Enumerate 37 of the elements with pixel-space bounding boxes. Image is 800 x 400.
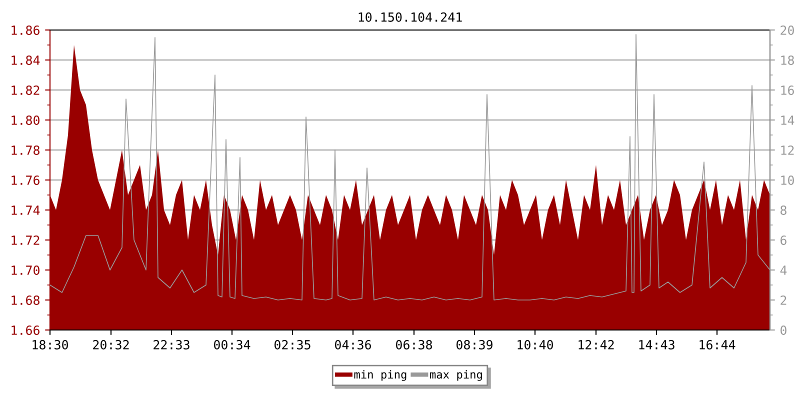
y2-tick-label: 10 — [781, 176, 794, 185]
x-tick-label: 14:43 — [639, 340, 674, 350]
y2-tick-label: 8 — [780, 206, 786, 215]
y-tick-label: 1.86 — [12, 26, 40, 35]
y-tick-label: 1.72 — [12, 236, 40, 245]
y-tick-label: 1.80 — [12, 116, 40, 125]
y2-tick-label: 16 — [781, 86, 794, 95]
y2-tick-label: 18 — [781, 56, 794, 65]
x-tick-label: 04:36 — [335, 340, 372, 350]
x-tick-label: 22:33 — [154, 340, 190, 350]
x-tick-label: 06:38 — [396, 340, 432, 350]
y2-tick-label: 4 — [780, 266, 787, 275]
y2-tick-label: 0 — [780, 326, 786, 335]
x-tick-label: 12:42 — [578, 340, 614, 350]
y2-tick-label: 14 — [781, 116, 794, 125]
chart-title: 10.150.104.241 — [358, 12, 462, 22]
y2-tick-label: 6 — [780, 236, 786, 245]
x-tick-label: 00:34 — [214, 340, 250, 350]
x-tick-label: 16:44 — [700, 340, 736, 350]
y2-tick-label: 12 — [781, 146, 794, 155]
y-tick-label: 1.74 — [12, 206, 40, 215]
legend-label: min ping — [354, 370, 406, 381]
y-tick-label: 1.76 — [12, 176, 40, 185]
x-tick-label: 02:35 — [274, 340, 310, 350]
x-tick-label: 10:40 — [518, 340, 554, 350]
y2-tick-label: 20 — [780, 26, 794, 35]
x-tick-label: 18:30 — [32, 340, 68, 350]
y-tick-label: 1.78 — [12, 146, 40, 155]
y-tick-label: 1.66 — [12, 326, 40, 335]
y2-tick-label: 2 — [780, 296, 786, 305]
x-tick-label: 08:39 — [456, 340, 492, 350]
y-tick-label: 1.82 — [12, 86, 40, 95]
y-tick-label: 1.68 — [12, 296, 40, 305]
y-tick-label: 1.70 — [12, 266, 40, 275]
legend-label: max ping — [430, 370, 482, 381]
x-tick-label: 20:32 — [93, 340, 129, 350]
y-tick-label: 1.84 — [12, 56, 40, 65]
